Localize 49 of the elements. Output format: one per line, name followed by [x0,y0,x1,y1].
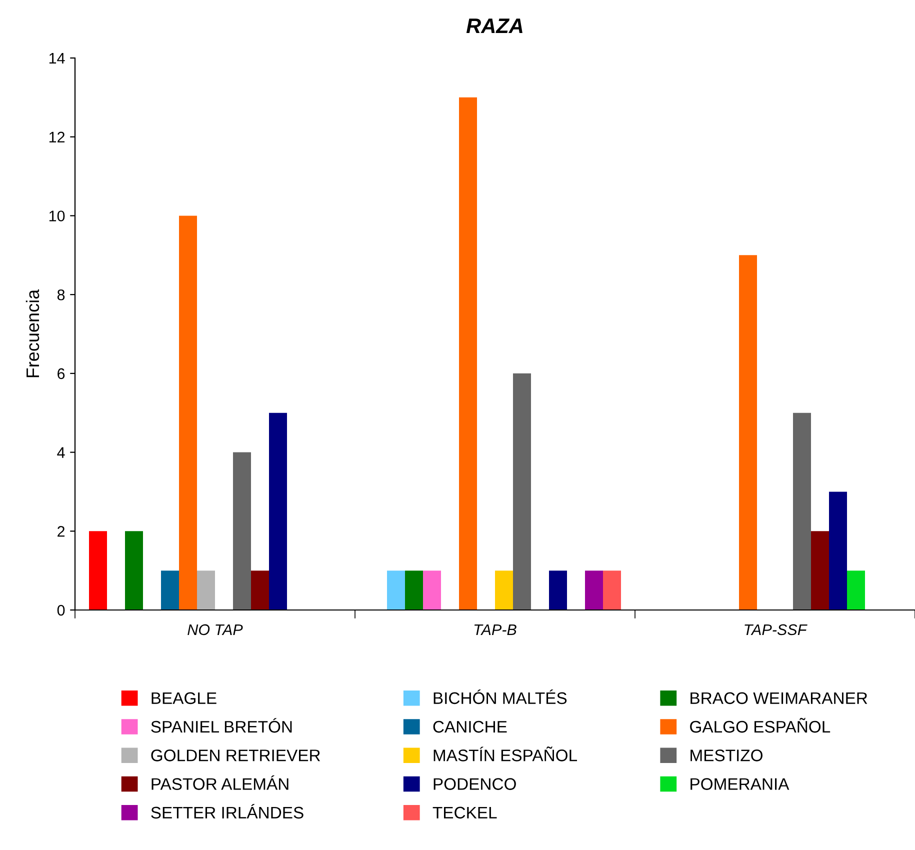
x-tick-label: TAP-B [474,624,516,635]
bar [387,570,405,610]
legend-label: BEAGLE [152,692,216,704]
y-tick-label: 10 [49,210,65,222]
y-tick-label: 4 [57,447,65,458]
bar [125,531,143,610]
legend-label: GALGO ESPAÑOL [690,718,830,733]
legend-label: SPANIEL BRETÓN [151,718,292,733]
x-tick-label: TAP-SSF [744,624,808,636]
legend-label: CANICHE [433,720,507,733]
legend-label: MASTÍN ESPAÑOL [434,746,578,762]
bar [197,570,215,610]
y-axis-title: Frecuencia [26,289,40,378]
legend-label: PODENCO [434,778,516,790]
legend-label: PASTOR ALEMÁN [152,775,288,790]
y-tick-label: 12 [49,132,65,142]
legend-label: SETTER IRLÁNDES [151,804,304,819]
bar [495,570,513,610]
bar [585,570,603,610]
legend-label: BRACO WEIMARANER [690,692,868,704]
bar [549,570,567,610]
bar [829,492,847,610]
legend-label: GOLDEN RETRIEVER [151,750,320,762]
bar [793,412,811,610]
bar [423,570,441,610]
y-tick-label: 2 [58,526,65,537]
y-tick-label: 0 [57,604,65,616]
bar [847,570,865,610]
bar [811,531,829,610]
legend-label: MESTIZO [690,750,762,762]
bar [739,255,757,610]
y-tick-label: 14 [49,53,65,64]
y-tick-label: 8 [57,289,65,300]
bar [459,97,477,610]
y-tick-label: 6 [58,368,65,380]
legend-label: POMERANIA [690,778,790,790]
legend-label: TECKEL [432,806,497,819]
chart-title: RAZA [466,18,522,33]
legend-label: BICHÓN MALTÉS [434,689,567,704]
bar [405,570,423,610]
bar [603,570,621,610]
bar [233,452,251,610]
x-tick-label: NO TAP [188,624,243,636]
bar [251,570,269,610]
bar [89,531,107,610]
bar [179,216,197,610]
bar [269,412,287,610]
bar [513,373,531,610]
bar [161,570,179,610]
